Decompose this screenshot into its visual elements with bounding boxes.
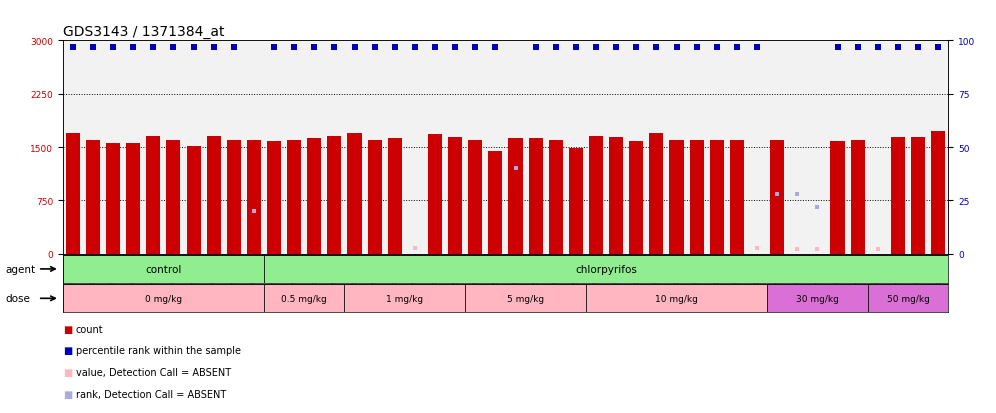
Bar	[264, 285, 345, 313]
Text: 0.5 mg/kg: 0.5 mg/kg	[281, 294, 327, 303]
Bar	[710, 140, 724, 254]
Bar	[465, 285, 586, 313]
Bar	[264, 255, 948, 283]
Text: GDS3143 / 1371384_at: GDS3143 / 1371384_at	[63, 25, 224, 39]
Bar	[63, 285, 264, 313]
Bar	[586, 285, 767, 313]
Bar	[851, 140, 865, 254]
Bar	[549, 140, 563, 254]
Bar	[868, 285, 948, 313]
Text: value, Detection Call = ABSENT: value, Detection Call = ABSENT	[76, 367, 231, 377]
Text: 5 mg/kg: 5 mg/kg	[507, 294, 544, 303]
Bar	[66, 133, 80, 254]
Text: ■: ■	[63, 324, 72, 334]
Text: chlorpyrifos: chlorpyrifos	[575, 264, 637, 274]
Bar	[63, 255, 264, 283]
Bar	[166, 140, 180, 254]
Bar	[247, 140, 261, 254]
Text: rank, Detection Call = ABSENT: rank, Detection Call = ABSENT	[76, 389, 226, 399]
Text: 1 mg/kg: 1 mg/kg	[386, 294, 423, 303]
Bar	[911, 138, 925, 254]
Text: 50 mg/kg: 50 mg/kg	[886, 294, 929, 303]
Text: 10 mg/kg: 10 mg/kg	[655, 294, 698, 303]
Bar	[348, 133, 362, 254]
Text: count: count	[76, 324, 104, 334]
Bar	[345, 285, 465, 313]
Bar	[126, 144, 140, 254]
Text: ■: ■	[63, 389, 72, 399]
Bar	[328, 137, 342, 254]
Bar	[448, 138, 462, 254]
Bar	[227, 140, 241, 254]
Bar	[186, 146, 200, 254]
Bar	[488, 152, 502, 254]
Bar	[931, 132, 945, 254]
Bar	[610, 138, 623, 254]
Bar	[86, 140, 100, 254]
Bar	[589, 137, 603, 254]
Bar	[468, 140, 482, 254]
Bar	[509, 139, 523, 254]
Text: ■: ■	[63, 367, 72, 377]
Bar	[649, 133, 663, 254]
Text: ■: ■	[63, 346, 72, 356]
Bar	[831, 142, 845, 254]
Bar	[368, 140, 381, 254]
Text: control: control	[145, 264, 181, 274]
Text: percentile rank within the sample: percentile rank within the sample	[76, 346, 241, 356]
Text: 30 mg/kg: 30 mg/kg	[796, 294, 839, 303]
Bar	[267, 142, 281, 254]
Bar	[106, 144, 121, 254]
Bar	[730, 140, 744, 254]
Bar	[287, 140, 301, 254]
Bar	[890, 138, 905, 254]
Bar	[689, 140, 704, 254]
Bar	[387, 139, 401, 254]
Bar	[307, 139, 322, 254]
Bar	[767, 285, 868, 313]
Bar	[569, 149, 583, 254]
Bar	[206, 137, 221, 254]
Text: dose: dose	[5, 294, 30, 304]
Bar	[529, 139, 543, 254]
Bar	[669, 140, 683, 254]
Bar	[629, 142, 643, 254]
Bar	[770, 140, 784, 254]
Text: agent: agent	[5, 264, 35, 274]
Bar	[146, 137, 160, 254]
Bar	[428, 135, 442, 254]
Text: 0 mg/kg: 0 mg/kg	[144, 294, 182, 303]
